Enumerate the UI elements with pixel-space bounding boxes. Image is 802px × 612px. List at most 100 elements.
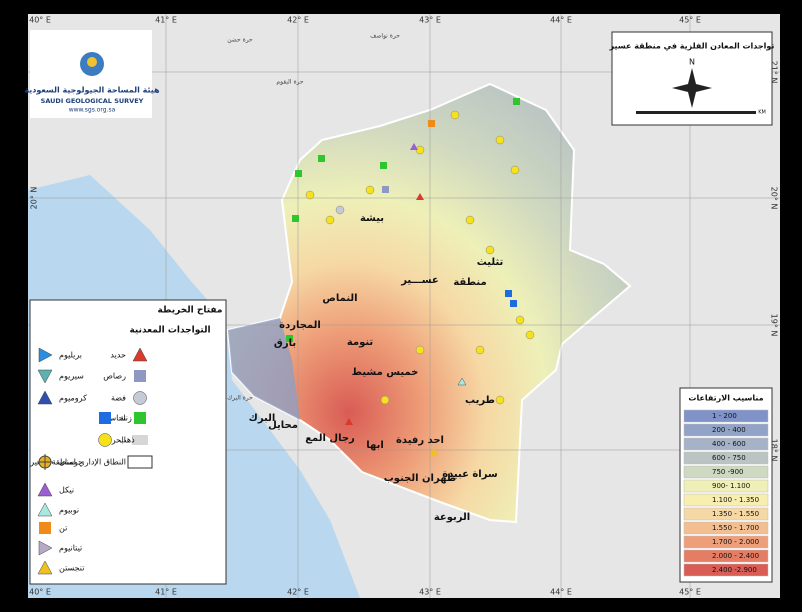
legend-label: زنك [119, 414, 132, 423]
legend-symbol [37, 482, 53, 497]
longitude-label: 40° E [29, 588, 51, 597]
legend-symbol [132, 347, 148, 362]
longitude-label: 42° E [287, 16, 309, 25]
elevation-label: 1.350 - 1.550 [712, 510, 759, 518]
elevation-label: 1 - 200 [712, 412, 737, 420]
legend-symbol [39, 522, 51, 534]
legend-label: تنجستن [59, 564, 84, 573]
scale-bar [636, 111, 756, 114]
legend-symbol [38, 540, 53, 556]
legend-label: سيريوم [59, 372, 84, 381]
longitude-label: 45° E [679, 588, 701, 597]
marker [286, 335, 293, 342]
legend-symbol [38, 347, 53, 363]
elevation-label: 400 - 600 [712, 440, 746, 448]
elevation-label: 2.000 - 2.400 [712, 552, 759, 560]
elevation-label: 900- 1.100 [712, 482, 750, 490]
marker [428, 120, 435, 127]
legend-label: حديد [110, 351, 126, 360]
elevation-swatch [683, 535, 769, 549]
marker [305, 190, 315, 200]
elevation-swatch [683, 451, 769, 465]
legend-symbol [127, 455, 153, 469]
legend-subtitle: التواجدات المعدنية [129, 326, 210, 336]
legend-symbol [133, 391, 147, 405]
place-label: حرة حضن [227, 37, 253, 44]
legend-label: تيتانيوم [59, 544, 82, 553]
marker [325, 215, 335, 225]
place-label: المجاردة [279, 320, 321, 331]
legend-label: جوسان [59, 458, 83, 467]
place-label: سراة عبيدة [442, 469, 498, 480]
elevation-label: 1.550 - 1.700 [712, 524, 759, 532]
marker [410, 143, 418, 150]
elevation-label: 2.400 -2.900 [712, 566, 757, 574]
legend-label: كروميوم [59, 394, 87, 403]
marker [513, 98, 520, 105]
longitude-label: 45° E [679, 16, 701, 25]
marker [465, 215, 475, 225]
marker [495, 135, 505, 145]
latitude-label: 20° N [770, 187, 779, 210]
legend-symbol-cross [37, 454, 53, 470]
longitude-label: 44° E [550, 588, 572, 597]
place-label: الربوعة [434, 512, 470, 523]
legend-label: نيكل [59, 486, 74, 495]
place-label: تثليث [477, 257, 504, 268]
scale-unit: KM [758, 110, 766, 116]
elevation-swatch [683, 423, 769, 437]
place-label: خميس مشيط [352, 367, 419, 378]
map-title: تواجدات المعادن الفلزية في منطقة عسير [609, 42, 775, 51]
place-label: محايل [268, 420, 298, 431]
place-label: ظهران الجنوب [384, 473, 456, 484]
legend-symbol [37, 390, 53, 405]
logo-arabic: هيئة المساحة الجيولوجية السعودية [24, 86, 160, 95]
elevation-label: 200 - 400 [712, 426, 746, 434]
legend-symbol [37, 454, 53, 470]
elevation-label: 750 -900 [712, 468, 743, 476]
marker [510, 165, 520, 175]
place-label: بيشة [360, 213, 384, 224]
marker [380, 162, 387, 169]
marker [525, 330, 535, 340]
elevation-swatch [683, 479, 769, 493]
marker [416, 193, 424, 200]
legend-label: رصاص [103, 372, 126, 381]
legend-label: ذهب [119, 436, 135, 445]
marker [382, 186, 389, 193]
elevation-label: 1.100 - 1.350 [712, 496, 759, 504]
longitude-label: 41° E [155, 588, 177, 597]
place-label: احد رفيدة [396, 435, 444, 446]
elevation-swatch [683, 465, 769, 479]
coastal-lowland [228, 318, 300, 420]
place-label: طريب [465, 395, 495, 406]
marker [485, 245, 495, 255]
elevation-swatch [683, 549, 769, 563]
legend-symbol [134, 370, 146, 382]
legend-symbol [37, 369, 53, 384]
place-label: حرة البقوم [276, 79, 304, 86]
place-label: منطقة [453, 277, 486, 288]
elevation-swatch [683, 507, 769, 521]
legend-label: تن [59, 524, 67, 533]
legend-symbol [98, 433, 112, 447]
longitude-label: 43° E [419, 588, 441, 597]
elevation-swatch [683, 437, 769, 451]
elevation-title: مناسيب الارتفاعات [688, 394, 763, 403]
marker [450, 110, 460, 120]
legend-label: نوبيوم [59, 506, 79, 515]
marker [345, 418, 353, 425]
latitude-label: 19° N [770, 314, 779, 337]
logo-english: SAUDI GEOLOGICAL SURVEY [41, 97, 144, 105]
elevation-label: 600 - 750 [712, 454, 746, 462]
marker [335, 205, 345, 215]
elevation-label: 1.700 - 2.000 [712, 538, 759, 546]
place-label: البرك [249, 413, 276, 424]
longitude-label: 44° E [550, 16, 572, 25]
longitude-label: 43° E [419, 16, 441, 25]
longitude-label: 41° E [155, 16, 177, 25]
legend-label: بريليوم [59, 351, 82, 360]
marker [430, 448, 438, 455]
longitude-label: 40° E [29, 16, 51, 25]
